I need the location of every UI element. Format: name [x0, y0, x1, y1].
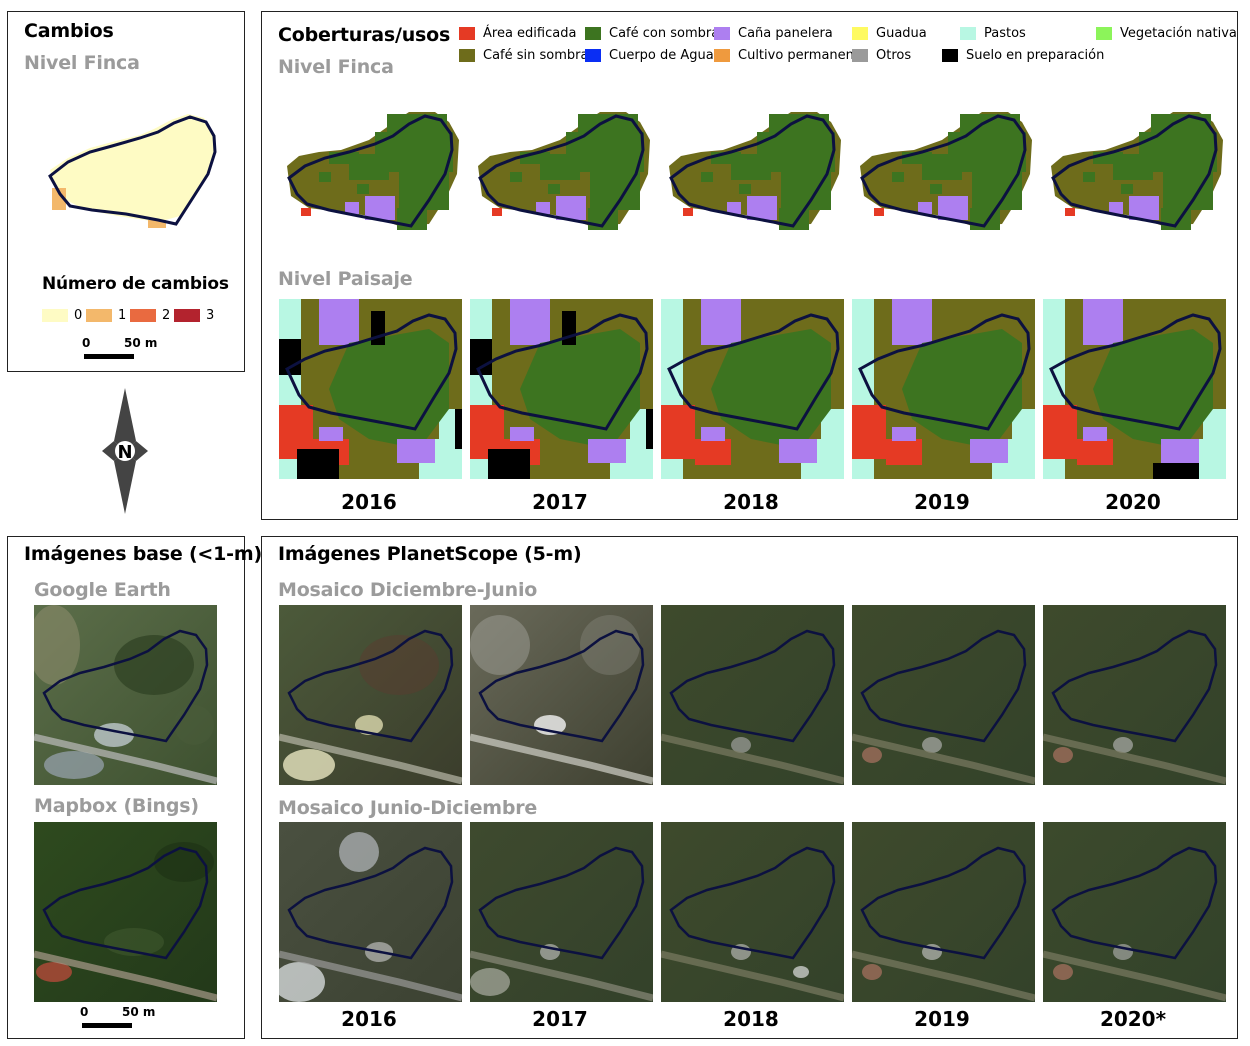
paisaje-land-cover-map [279, 299, 462, 479]
year-label: 2018 [723, 490, 779, 514]
legend-item: Caña panelera [714, 26, 833, 41]
planetscope-image [470, 822, 653, 1002]
mapbox-image [34, 822, 217, 1002]
year-label: 2017 [532, 1007, 588, 1031]
north-arrow-icon: N [102, 388, 148, 514]
planetscope-tile-jun-dec [470, 822, 653, 1002]
year-label: 2019 [914, 1007, 970, 1031]
planetscope-image [852, 822, 1035, 1002]
coberturas-panel: Coberturas/usos Nivel Finca Nivel Paisaj… [261, 11, 1238, 520]
cambios-title: Cambios [24, 20, 114, 42]
google-earth-image [34, 605, 217, 785]
legend-swatch [714, 27, 730, 40]
finca-land-cover-map [287, 112, 459, 230]
changes-legend-0: 0 [42, 308, 82, 323]
changes-legend-3: 3 [174, 308, 214, 323]
google-earth-label: Google Earth [34, 579, 171, 601]
coberturas-subtitle-paisaje: Nivel Paisaje [278, 268, 413, 290]
legend-swatch [960, 27, 976, 40]
planetscope-image [1043, 605, 1226, 785]
planetscope-tile-jun-dec [279, 822, 462, 1002]
north-arrow-label: N [117, 442, 132, 463]
planetscope-tile-jun-dec [1043, 822, 1226, 1002]
year-label: 2017 [532, 490, 588, 514]
legend-item: Cuerpo de Agua [585, 48, 714, 63]
legend-swatch [585, 27, 601, 40]
year-label: 2016 [341, 490, 397, 514]
year-label: 2018 [723, 1007, 779, 1031]
planetscope-panel: Imágenes PlanetScope (5-m) Mosaico Dicie… [261, 536, 1238, 1039]
cambios-subtitle: Nivel Finca [24, 52, 140, 74]
base-images-panel: Imágenes base (<1-m) Google Earth Mapbox… [7, 536, 262, 1039]
paisaje-land-cover-map [470, 299, 653, 479]
coberturas-title: Coberturas/usos [278, 24, 451, 46]
planetscope-image [279, 605, 462, 785]
year-label: 2019 [914, 490, 970, 514]
planetscope-title: Imágenes PlanetScope (5-m) [278, 543, 582, 565]
planetscope-image [661, 822, 844, 1002]
planetscope-tile-dec-jun [470, 605, 653, 785]
planetscope-tile-jun-dec [852, 822, 1035, 1002]
finca-land-cover-map [1051, 112, 1223, 230]
changes-legend-2: 2 [130, 308, 170, 323]
legend-swatch-0 [42, 309, 68, 322]
legend-item: Otros [852, 48, 911, 63]
finca-land-cover-map [478, 112, 650, 230]
planetscope-image [1043, 822, 1226, 1002]
changes-legend-title: Número de cambios [42, 274, 229, 294]
planetscope-image [661, 605, 844, 785]
legend-swatch [942, 49, 958, 62]
legend-swatch [852, 27, 868, 40]
legend-item: Pastos [960, 26, 1026, 41]
finca-land-cover-map [860, 112, 1032, 230]
year-label: 2020* [1099, 1007, 1167, 1031]
scale-bar: 0 50 m [80, 1005, 180, 1035]
mapbox-satellite [34, 822, 217, 1002]
legend-swatch-3 [174, 309, 200, 322]
planetscope-tile-dec-jun [852, 605, 1035, 785]
mapbox-label: Mapbox (Bings) [34, 795, 199, 817]
paisaje-land-cover-map [852, 299, 1035, 479]
coberturas-subtitle-finca: Nivel Finca [278, 56, 394, 78]
cambios-panel: Cambios Nivel Finca Número de cambios 0 … [7, 11, 245, 372]
paisaje-land-cover-map [661, 299, 844, 479]
legend-item: Área edificada [459, 26, 576, 41]
legend-swatch-2 [130, 309, 156, 322]
legend-item: Suelo en preparación [942, 48, 1104, 63]
farm-change-map [48, 114, 217, 228]
legend-swatch [459, 27, 475, 40]
legend-item: Cultivo permanente [714, 48, 867, 63]
year-label: 2016 [341, 1007, 397, 1031]
planetscope-tile-dec-jun [661, 605, 844, 785]
planetscope-tile-dec-jun [1043, 605, 1226, 785]
planetscope-image [470, 605, 653, 785]
paisaje-land-cover-map [1043, 299, 1226, 479]
base-images-title: Imágenes base (<1-m) [24, 543, 262, 565]
legend-swatch [1096, 27, 1112, 40]
year-label: 2020 [1105, 490, 1161, 514]
planetscope-image [279, 822, 462, 1002]
planetscope-tile-jun-dec [661, 822, 844, 1002]
scale-bar: 0 50 m [82, 336, 182, 366]
legend-item: Guadua [852, 26, 927, 41]
planetscope-image [852, 605, 1035, 785]
legend-swatch [714, 49, 730, 62]
legend-swatch [585, 49, 601, 62]
legend-swatch-1 [86, 309, 112, 322]
planetscope-tile-dec-jun [279, 605, 462, 785]
mosaic-jun-dec-label: Mosaico Junio-Diciembre [278, 797, 538, 819]
google-earth-satellite [34, 605, 217, 785]
legend-item: Vegetación nativa [1096, 26, 1237, 41]
mosaic-dec-jun-label: Mosaico Diciembre-Junio [278, 579, 538, 601]
changes-legend-1: 1 [86, 308, 126, 323]
legend-item: Café con sombra [585, 26, 719, 41]
finca-land-cover-map [669, 112, 841, 230]
legend-swatch [852, 49, 868, 62]
legend-swatch [459, 49, 475, 62]
legend-item: Café sin sombra [459, 48, 588, 63]
